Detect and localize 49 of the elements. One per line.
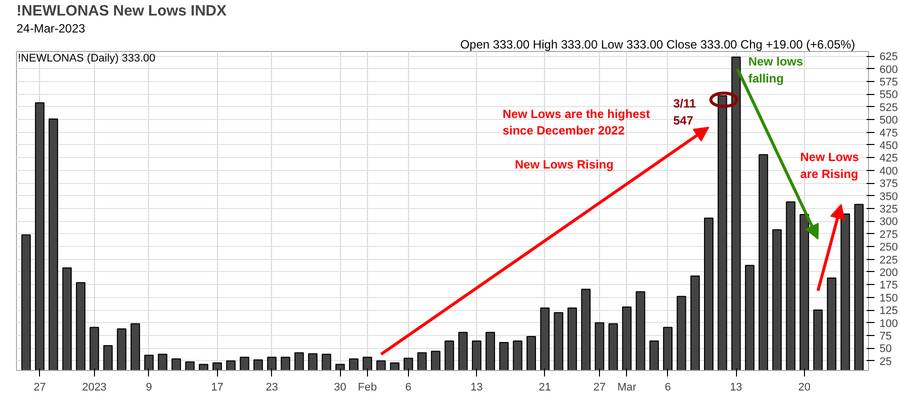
y-tick-label: 150 — [880, 292, 898, 304]
y-tick-label: 475 — [880, 127, 898, 140]
annotation: New Lows are Rising — [800, 150, 860, 181]
y-tick-label: 575 — [880, 76, 898, 88]
y-tick-label: 175 — [880, 280, 898, 292]
x-tick-label: 6 — [405, 382, 412, 394]
annotation: !NEWLONAS (Daily) 333.00 — [18, 52, 156, 65]
x-tick-label: 21 — [538, 382, 552, 394]
text: 24-Mar-2023 — [16, 22, 86, 36]
x-tick-label: 2023 — [82, 382, 107, 394]
y-tick-label: 625 — [880, 51, 898, 64]
y-tick-label: 350 — [880, 190, 898, 203]
x-tick-label: 13 — [730, 382, 742, 394]
y-tick-label: 450 — [880, 140, 898, 152]
x-tick-label: 27 — [593, 382, 606, 394]
x-tick-label: 6 — [664, 382, 671, 394]
annotation: 3/11 547 — [673, 96, 696, 128]
y-tick-label: 425 — [880, 152, 898, 165]
y-tick-label: 500 — [880, 114, 898, 127]
y-tick-label: 400 — [880, 165, 898, 178]
y-tick-label: 550 — [880, 89, 898, 102]
y-tick-label: 225 — [880, 254, 898, 266]
annotation: New Lows are the highest since December 2022 — [502, 106, 650, 138]
y-tick-label: 525 — [880, 102, 898, 114]
annotation: New Lows Rising — [514, 158, 614, 172]
y-tick-label: 600 — [880, 64, 898, 76]
y-tick-label: 25 — [880, 356, 892, 368]
y-tick-label: 275 — [880, 228, 898, 241]
x-tick-label: 9 — [146, 382, 152, 394]
y-tick-label: 325 — [880, 203, 898, 216]
x-tick-label: 13 — [470, 382, 483, 394]
x-tick-label: Mar — [617, 382, 637, 394]
chart-title: !NEWLONAS New Lows INDX — [16, 2, 227, 20]
y-tick-label: 75 — [880, 330, 892, 342]
y-tick-label: 250 — [880, 242, 898, 254]
annotation: New lows falling — [748, 54, 804, 86]
x-tick-label: 17 — [211, 382, 224, 394]
y-tick-label: 125 — [880, 305, 898, 318]
x-tick-label: 23 — [266, 382, 278, 394]
x-tick-label: 30 — [334, 382, 346, 394]
y-tick-label: 300 — [880, 216, 898, 228]
x-tick-label: 20 — [798, 382, 810, 394]
y-tick-label: 50 — [880, 343, 892, 356]
x-tick-label: 27 — [34, 382, 46, 394]
y-tick-label: 200 — [880, 266, 898, 279]
x-tick-label: Feb — [358, 382, 377, 394]
y-tick-label: 375 — [880, 178, 898, 190]
y-tick-label: 100 — [880, 318, 898, 330]
text: Open 333.00 High 333.00 Low 333.00 Close 333.00 Chg +19.00 (+6.05%) — [460, 38, 856, 52]
